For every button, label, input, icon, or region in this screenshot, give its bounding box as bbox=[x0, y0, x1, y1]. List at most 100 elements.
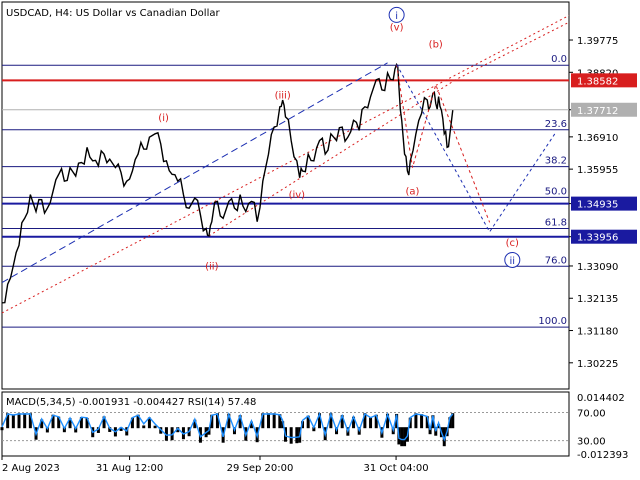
macd-bar bbox=[289, 427, 293, 444]
price-level-badge-label: 1.37712 bbox=[577, 106, 618, 117]
main-plot-frame bbox=[1, 1, 570, 390]
macd-bar bbox=[23, 413, 27, 429]
price-level-badge-label: 1.34935 bbox=[577, 200, 618, 211]
wave-circle-marker bbox=[504, 251, 521, 268]
macd-bar bbox=[51, 414, 55, 429]
macd-bar bbox=[249, 421, 253, 429]
macd-bar bbox=[68, 418, 72, 429]
price-tick-label: 1.33090 bbox=[577, 262, 618, 273]
macd-bar bbox=[431, 415, 435, 429]
macd-bar bbox=[142, 425, 146, 429]
macd-bar bbox=[442, 427, 446, 447]
macd-bar bbox=[227, 413, 231, 429]
price-series bbox=[1, 62, 454, 304]
macd-bar bbox=[352, 416, 356, 429]
price-tick-label: 1.31180 bbox=[577, 327, 618, 338]
price-level-badge-label: 1.33956 bbox=[577, 233, 618, 244]
macd-bar bbox=[329, 413, 333, 429]
macd-bar bbox=[428, 427, 432, 435]
macd-bar bbox=[374, 414, 378, 429]
forecast-path bbox=[396, 64, 491, 223]
macd-bar bbox=[266, 413, 270, 429]
macd-bar bbox=[28, 413, 32, 429]
macd-bar bbox=[57, 416, 61, 429]
macd-bar bbox=[119, 427, 123, 431]
wave-label: (b) bbox=[429, 40, 443, 51]
channel-lines bbox=[1, 15, 570, 314]
price-tick-label: 1.36910 bbox=[577, 133, 618, 144]
macd-bar bbox=[369, 417, 373, 429]
macd-bar bbox=[0, 427, 4, 431]
macd-bar bbox=[130, 417, 134, 429]
fib-level-label: 100.0 bbox=[538, 316, 567, 327]
macd-bar bbox=[147, 417, 151, 429]
macd-bar bbox=[278, 414, 282, 429]
macd-bar bbox=[437, 424, 441, 429]
indicator-tick-label: 30.00 bbox=[577, 437, 606, 448]
wave-circle-marker bbox=[388, 6, 405, 23]
price-tick-label: 1.32135 bbox=[577, 294, 618, 305]
macd-bar bbox=[400, 427, 404, 447]
macd-bar bbox=[306, 415, 310, 429]
price-level-badge bbox=[571, 196, 637, 211]
macd-bar bbox=[108, 427, 112, 432]
indicator-tick-label: -0.012393 bbox=[577, 450, 628, 461]
macd-bar bbox=[434, 427, 438, 436]
chart-title: USDCAD, H4: US Dollar vs Canadian Dollar bbox=[6, 8, 220, 19]
macd-bar bbox=[164, 427, 168, 441]
fib-level-label: 23.6 bbox=[545, 119, 567, 130]
fib-level-label: 50.0 bbox=[545, 186, 567, 197]
macd-bar bbox=[85, 417, 89, 429]
fib-level-label: 76.0 bbox=[545, 255, 567, 266]
macd-bar bbox=[451, 413, 455, 429]
price-tick-label: 1.39775 bbox=[577, 36, 618, 47]
macd-bar bbox=[318, 413, 322, 429]
indicator-frame bbox=[1, 391, 570, 457]
price-level-badge bbox=[571, 229, 637, 244]
macd-bar bbox=[210, 414, 214, 429]
indicator-panel: 0.014402 70.00 30.00 -0.012393 bbox=[0, 393, 628, 461]
wave-label: i bbox=[395, 11, 398, 22]
macd-bar bbox=[448, 417, 452, 429]
macd-bar bbox=[40, 419, 44, 429]
wave-labels: (i)(ii)(iii)(iv)(v)(a)(b)(c)iii bbox=[158, 6, 521, 273]
channel-line bbox=[1, 15, 570, 314]
wave-label: (iii) bbox=[275, 90, 291, 101]
macd-bar bbox=[408, 417, 412, 429]
macd-bar bbox=[79, 417, 83, 429]
macd-bar bbox=[153, 425, 157, 429]
macd-bar bbox=[425, 416, 429, 429]
level-lines: 0.0 23.6 38.2 50.0 61.8 76.0 100.0 bbox=[2, 54, 569, 328]
macd-bar bbox=[272, 413, 276, 429]
macd-bar bbox=[340, 415, 344, 429]
macd-bar bbox=[386, 413, 390, 429]
price-level-badge bbox=[571, 102, 637, 117]
time-tick-label: 2 Aug 2023 bbox=[2, 463, 60, 474]
wave-label: (c) bbox=[506, 238, 519, 249]
forecast-paths bbox=[396, 64, 556, 233]
price-level-badge bbox=[571, 73, 637, 88]
macd-bar bbox=[11, 414, 15, 429]
wave-label: (i) bbox=[158, 113, 169, 124]
price-level-badge-label: 1.38582 bbox=[577, 76, 618, 87]
wave-label: (iv) bbox=[289, 190, 306, 201]
macd-bar bbox=[312, 427, 316, 432]
wave-label: (a) bbox=[406, 187, 420, 198]
macd-bar bbox=[176, 427, 180, 433]
macd-bar bbox=[17, 413, 21, 429]
wave-label: ii bbox=[510, 256, 516, 267]
indicator-tick-label: 70.00 bbox=[577, 408, 606, 419]
macd-bar bbox=[414, 413, 418, 429]
time-axis: 2 Aug 2023 31 Aug 12:00 29 Sep 20:00 31 Oct… bbox=[1, 456, 429, 474]
wave-label: (ii) bbox=[205, 262, 218, 273]
macd-bar bbox=[363, 413, 367, 429]
macd-bar bbox=[96, 427, 100, 433]
price-axis: 1.397751.388201.377121.369101.359551.349… bbox=[569, 36, 637, 370]
macd-bar bbox=[281, 421, 285, 429]
fib-level-label: 38.2 bbox=[545, 156, 567, 167]
indicator-label: MACD(5,34,5) -0.001931 -0.004427 RSI(14)… bbox=[6, 397, 256, 408]
indicator-tick-label: 0.014402 bbox=[577, 393, 625, 404]
macd-bar bbox=[238, 415, 242, 429]
price-line bbox=[1, 62, 454, 304]
